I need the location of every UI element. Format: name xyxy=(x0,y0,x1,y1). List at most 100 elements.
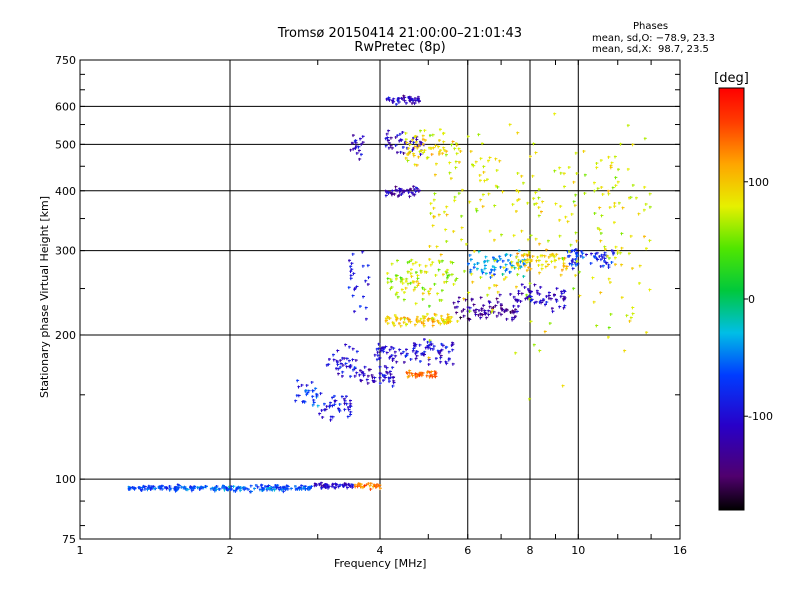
data-point xyxy=(428,146,430,150)
data-point xyxy=(359,137,361,141)
data-point xyxy=(549,322,551,326)
data-point xyxy=(415,138,417,142)
data-point xyxy=(410,272,412,276)
data-point xyxy=(394,314,396,318)
data-point xyxy=(415,135,417,139)
data-point xyxy=(369,368,371,372)
data-point xyxy=(456,143,458,147)
data-point xyxy=(608,265,610,269)
data-point xyxy=(409,187,411,191)
data-point xyxy=(216,485,218,489)
data-point xyxy=(536,289,538,293)
data-point xyxy=(513,295,515,299)
data-point xyxy=(598,206,600,210)
data-point xyxy=(205,484,207,488)
data-point xyxy=(528,294,530,298)
data-point xyxy=(440,314,442,318)
data-point xyxy=(152,485,154,489)
data-point xyxy=(408,99,410,103)
data-point xyxy=(399,190,401,194)
data-point xyxy=(545,248,547,252)
data-point xyxy=(250,484,252,488)
data-point xyxy=(389,370,391,374)
data-point xyxy=(496,259,498,263)
data-point xyxy=(549,253,551,257)
data-point xyxy=(398,348,400,352)
data-point xyxy=(164,486,166,490)
data-point xyxy=(238,485,240,489)
data-point xyxy=(446,318,448,322)
data-point xyxy=(530,234,532,238)
data-point xyxy=(597,226,599,230)
data-point xyxy=(416,146,418,150)
data-point xyxy=(532,255,534,259)
data-point xyxy=(443,280,445,284)
data-point xyxy=(614,155,616,159)
data-point xyxy=(432,133,434,137)
data-point xyxy=(502,259,504,263)
data-point xyxy=(383,375,385,379)
data-point xyxy=(364,365,366,369)
data-point xyxy=(340,362,342,366)
data-point xyxy=(416,274,418,278)
data-point xyxy=(411,191,413,195)
data-point xyxy=(351,486,353,490)
data-point xyxy=(473,303,475,307)
data-point xyxy=(505,276,507,280)
data-point xyxy=(572,287,574,291)
data-point xyxy=(414,286,416,290)
data-point xyxy=(270,486,272,490)
data-point xyxy=(523,254,525,258)
data-point xyxy=(528,297,530,301)
data-point xyxy=(401,96,403,100)
data-point xyxy=(349,402,351,406)
data-point xyxy=(388,376,390,380)
data-point xyxy=(611,261,613,265)
data-point xyxy=(413,342,415,346)
data-point xyxy=(432,146,434,150)
data-point xyxy=(505,308,507,312)
data-point xyxy=(584,192,586,196)
data-point xyxy=(315,482,317,486)
data-point xyxy=(421,286,423,290)
data-point xyxy=(378,342,380,346)
data-point xyxy=(262,488,264,492)
data-point xyxy=(414,135,416,139)
data-point xyxy=(391,146,393,150)
data-point xyxy=(532,142,534,146)
data-point xyxy=(481,268,483,272)
data-point xyxy=(441,348,443,352)
data-point xyxy=(531,298,533,302)
colorbar-tick-label: 0 xyxy=(748,293,755,306)
data-point xyxy=(416,374,418,378)
data-point xyxy=(496,314,498,318)
data-point xyxy=(337,372,339,376)
data-point xyxy=(415,302,417,306)
data-point xyxy=(375,485,377,489)
data-point xyxy=(380,347,382,351)
data-point xyxy=(403,298,405,302)
data-point xyxy=(235,488,237,492)
data-point xyxy=(385,370,387,374)
data-point xyxy=(338,485,340,489)
data-point xyxy=(395,293,397,297)
data-point xyxy=(177,483,179,487)
data-point xyxy=(406,317,408,321)
data-point xyxy=(350,268,352,272)
data-point xyxy=(319,483,321,487)
data-point xyxy=(233,485,235,489)
data-point xyxy=(328,485,330,489)
data-point xyxy=(416,98,418,102)
data-point xyxy=(530,320,532,324)
data-point xyxy=(409,150,411,154)
data-point xyxy=(487,259,489,263)
data-point xyxy=(500,303,502,307)
data-point xyxy=(565,267,567,271)
data-point xyxy=(429,375,431,379)
data-point xyxy=(286,484,288,488)
data-point xyxy=(144,487,146,491)
data-point xyxy=(358,373,360,377)
data-point xyxy=(414,97,416,101)
data-point xyxy=(480,276,482,280)
data-point xyxy=(597,187,599,191)
